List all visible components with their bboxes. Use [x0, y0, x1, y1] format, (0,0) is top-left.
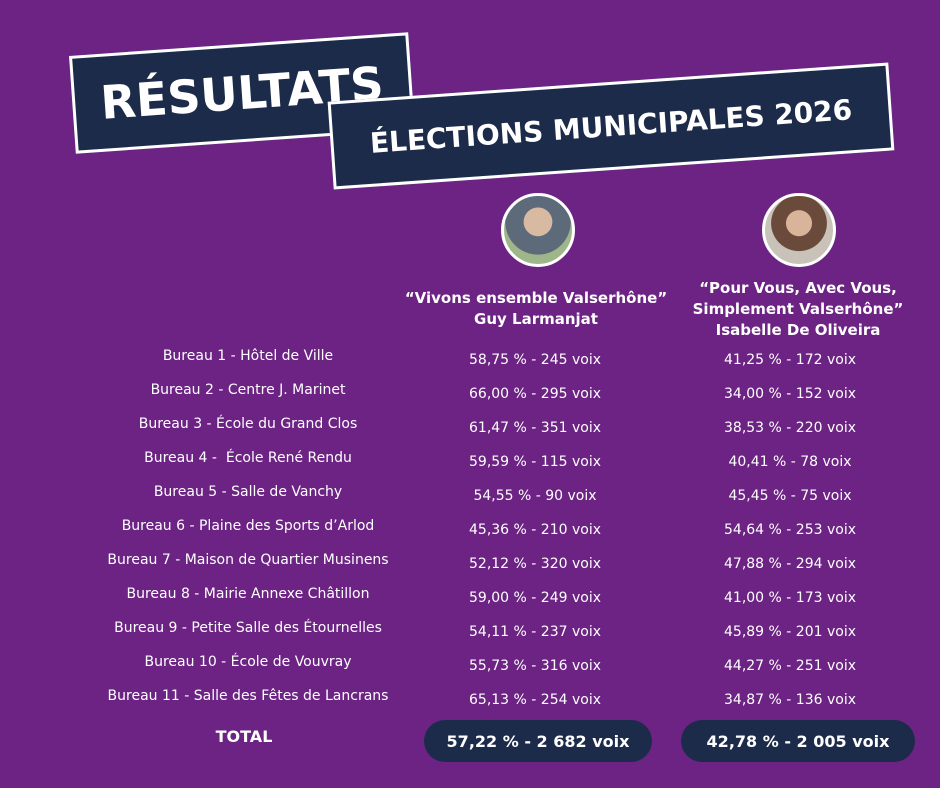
result: 38,53 % - 220 voix: [724, 420, 856, 436]
bureau: Bureau 6 - Plaine des Sports d’Arlod: [121, 518, 375, 534]
candidate: “Pour Vous, Avec Vous, Simplement Valserh…: [648, 278, 940, 341]
result: 55,73 % - 316 voix: [469, 658, 601, 674]
result: 45,45 % - 75 voix: [728, 488, 852, 504]
result: 40,41 % - 78 voix: [728, 454, 852, 470]
result: 61,47 % - 351 voix: [469, 420, 601, 436]
total-value: 42,78 % - 2 005 voix: [681, 720, 915, 762]
result: 54,55 % - 90 voix: [473, 488, 597, 504]
result: 54,64 % - 253 voix: [724, 522, 856, 538]
result: 44,27 % - 251 voix: [724, 658, 856, 674]
result: 59,59 % - 115 voix: [469, 454, 601, 470]
result: 45,89 % - 201 voix: [724, 624, 856, 640]
candidate: “Vivons ensemble Valserhône” Guy Larmanja…: [386, 288, 686, 330]
portrait: [762, 193, 836, 267]
result: 34,87 % - 136 voix: [724, 692, 856, 708]
bureau: Bureau 8 - Mairie Annexe Châtillon: [126, 586, 370, 602]
bureau: Bureau 1 - Hôtel de Ville: [162, 348, 334, 364]
subtitle: ÉLECTIONS MUNICIPALES 2026: [327, 62, 895, 190]
portrait: [501, 193, 575, 267]
result: 65,13 % - 254 voix: [469, 692, 601, 708]
bureau: Bureau 7 - Maison de Quartier Musinens: [107, 552, 389, 568]
result: 54,11 % - 237 voix: [469, 624, 601, 640]
result: 41,25 % - 172 voix: [724, 352, 856, 368]
candidate-name: Guy Larmanjat: [474, 310, 598, 328]
bureau: Bureau 4 - École René Rendu: [144, 450, 352, 466]
result: 58,75 % - 245 voix: [469, 352, 601, 368]
list-name: “Pour Vous, Avec Vous,: [699, 279, 897, 297]
list-name: Simplement Valserhône”: [692, 300, 904, 318]
bureau: Bureau 9 - Petite Salle des Étournelles: [114, 620, 382, 636]
bureau: Bureau 2 - Centre J. Marinet: [150, 382, 346, 398]
total-value: 57,22 % - 2 682 voix: [424, 720, 652, 762]
result: 52,12 % - 320 voix: [469, 556, 601, 572]
bureau: Bureau 10 - École de Vouvray: [144, 654, 352, 670]
bureau: Bureau 3 - École du Grand Clos: [138, 416, 358, 432]
result: 41,00 % - 173 voix: [724, 590, 856, 606]
bureau: Bureau 11 - Salle des Fêtes de Lancrans: [107, 688, 389, 704]
result: 59,00 % - 249 voix: [469, 590, 601, 606]
result: 66,00 % - 295 voix: [469, 386, 601, 402]
candidate-name: Isabelle De Oliveira: [715, 321, 881, 339]
list-name: “Vivons ensemble Valserhône”: [404, 289, 668, 307]
result: 47,88 % - 294 voix: [724, 556, 856, 572]
result: 45,36 % - 210 voix: [469, 522, 601, 538]
total-label: TOTAL: [215, 727, 273, 746]
bureau: Bureau 5 - Salle de Vanchy: [153, 484, 343, 500]
result: 34,00 % - 152 voix: [724, 386, 856, 402]
